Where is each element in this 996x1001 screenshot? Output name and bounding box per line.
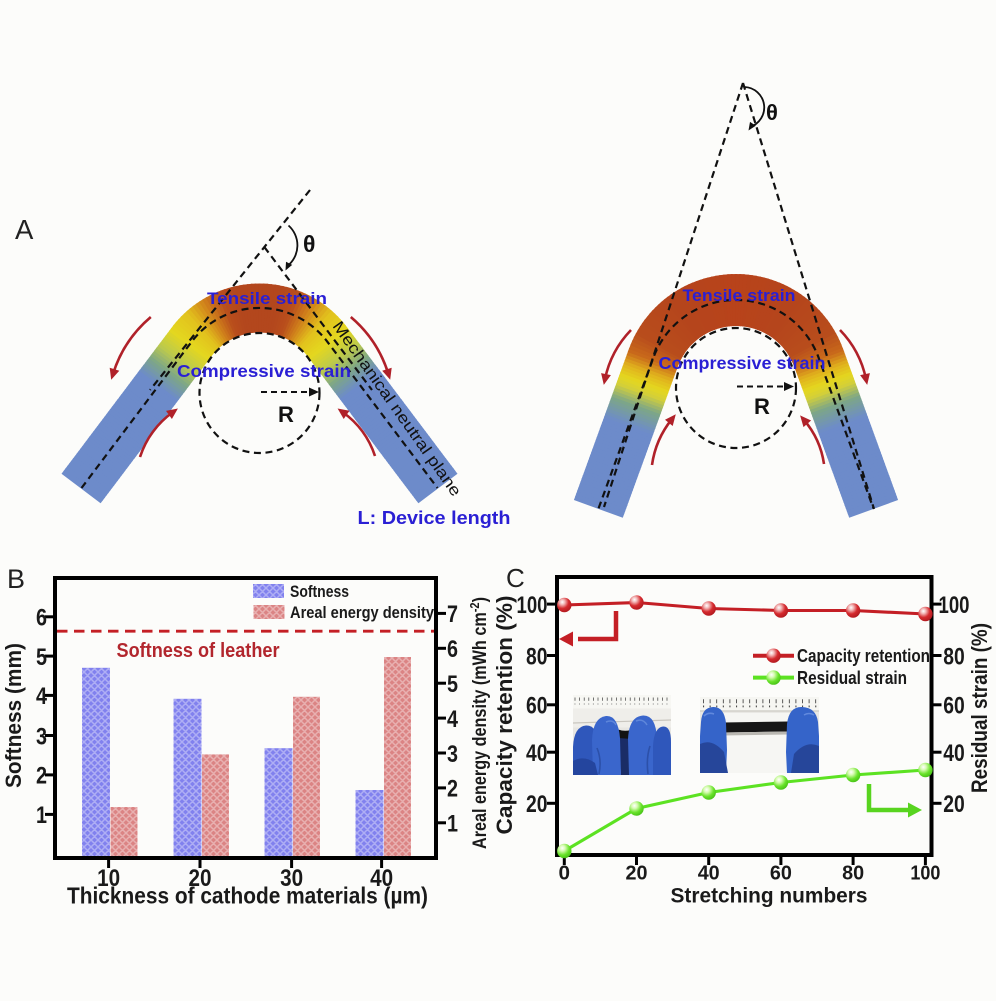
svg-text:Tensile strain: Tensile strain <box>683 286 796 305</box>
svg-text:30: 30 <box>280 865 303 892</box>
svg-text:100: 100 <box>939 592 970 619</box>
svg-text:C: C <box>506 563 525 593</box>
svg-text:40: 40 <box>526 740 548 767</box>
svg-text:Compressive strain: Compressive strain <box>659 353 826 373</box>
svg-text:4: 4 <box>447 706 458 733</box>
svg-text:80: 80 <box>526 643 548 670</box>
svg-text:3: 3 <box>36 723 47 750</box>
svg-text:4: 4 <box>36 683 47 710</box>
svg-text:L: Device length: L: Device length <box>358 508 511 528</box>
svg-text:10: 10 <box>97 865 120 892</box>
svg-text:40: 40 <box>943 740 965 767</box>
svg-text:Tensile strain: Tensile strain <box>207 289 327 308</box>
svg-text:80: 80 <box>943 643 965 670</box>
svg-text:θ: θ <box>766 100 778 125</box>
svg-text:7: 7 <box>447 601 458 628</box>
svg-text:20: 20 <box>189 865 212 892</box>
svg-text:A: A <box>15 214 34 245</box>
svg-text:1: 1 <box>36 802 47 829</box>
svg-text:0: 0 <box>559 862 571 885</box>
svg-text:Thickness of cathode materials: Thickness of cathode materials (µm) <box>67 883 428 909</box>
svg-text:Stretching numbers: Stretching numbers <box>671 884 868 908</box>
svg-text:5: 5 <box>447 671 458 698</box>
svg-text:Capacity retention (%): Capacity retention (%) <box>492 596 517 835</box>
svg-text:Compressive strain: Compressive strain <box>177 361 351 381</box>
svg-text:20: 20 <box>943 791 965 818</box>
svg-text:60: 60 <box>770 862 792 885</box>
svg-text:Areal energy density (mWh cm-2: Areal energy density (mWh cm-2) <box>467 597 491 849</box>
svg-text:R: R <box>754 394 770 419</box>
svg-text:80: 80 <box>842 862 864 885</box>
svg-text:Softness: Softness <box>290 582 349 601</box>
svg-text:3: 3 <box>447 741 458 768</box>
svg-text:20: 20 <box>526 791 548 818</box>
svg-text:2: 2 <box>36 763 47 790</box>
svg-text:6: 6 <box>447 636 458 663</box>
svg-text:40: 40 <box>370 865 393 892</box>
svg-text:100: 100 <box>517 592 548 619</box>
svg-text:40: 40 <box>698 862 720 885</box>
svg-text:Softness of leather: Softness of leather <box>117 640 280 662</box>
svg-text:100: 100 <box>910 862 940 885</box>
svg-text:R: R <box>278 402 294 427</box>
svg-text:60: 60 <box>526 693 548 720</box>
svg-text:60: 60 <box>943 693 965 720</box>
svg-text:1: 1 <box>447 811 458 838</box>
svg-text:Residual strain (%): Residual strain (%) <box>967 623 992 793</box>
svg-text:20: 20 <box>626 862 648 885</box>
svg-text:Residual strain: Residual strain <box>797 668 907 688</box>
svg-text:2: 2 <box>447 776 458 803</box>
svg-text:B: B <box>7 564 25 594</box>
svg-text:Softness (mm): Softness (mm) <box>1 643 26 788</box>
svg-text:Capacity retention: Capacity retention <box>797 646 930 666</box>
svg-text:θ: θ <box>303 231 315 257</box>
svg-text:6: 6 <box>36 605 47 632</box>
svg-text:5: 5 <box>36 644 47 671</box>
svg-text:Areal energy density: Areal energy density <box>290 603 434 622</box>
